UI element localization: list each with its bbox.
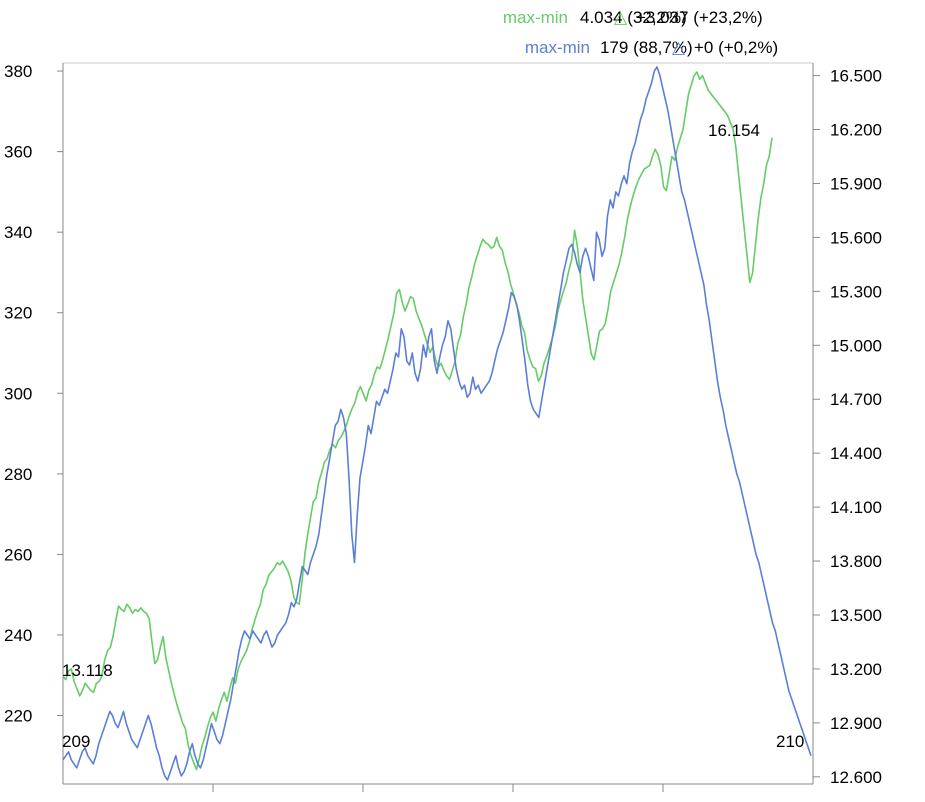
left-tick-label: 360 [4,143,32,162]
left-tick-label: 300 [4,384,32,403]
blue-end-label: 210 [776,732,804,751]
legend-green-value: 4.034 (32,2%) [580,8,687,27]
right-tick-label: 16.500 [830,67,882,86]
green-max-label: 16.154 [708,121,760,140]
legend-blue-delta: +0 (+0,2%) [694,38,778,57]
left-tick-label: 220 [4,707,32,726]
right-tick-label: 15.000 [830,336,882,355]
left-tick-label: 260 [4,545,32,564]
left-tick-label: 280 [4,465,32,484]
legend: max-min 4.034 (32,2%) △ +3.037 (+23,2%) … [503,8,778,57]
axes: 380 360 340 320 300 280 260 240 220 16.500 16.200 1… [4,62,882,792]
legend-green-delta: +3.037 (+23,2%) [636,8,763,27]
right-tick-label: 13.200 [830,660,882,679]
left-tick-label: 340 [4,223,32,242]
right-tick-label: 13.800 [830,552,882,571]
left-tick-label: 240 [4,626,32,645]
left-tick-label: 380 [4,62,32,81]
right-tick-label: 14.700 [830,390,882,409]
right-tick-label: 16.200 [830,121,882,140]
right-tick-label: 14.100 [830,498,882,517]
blue-series-line [62,66,812,781]
right-tick-label: 12.900 [830,714,882,733]
legend-green-delta-icon: △ [614,8,628,27]
right-tick-label: 15.300 [830,282,882,301]
right-tick-label: 15.600 [830,228,882,247]
value-labels: 13.118 16.154 209 210 [62,121,804,751]
right-tick-label: 13.500 [830,606,882,625]
green-start-label: 13.118 [62,661,113,680]
series-blue [62,66,812,781]
legend-green-key: max-min [503,8,568,27]
legend-blue-delta-icon: △ [672,38,686,57]
series-green [62,71,773,771]
green-series-line [62,71,773,771]
left-tick-label: 320 [4,304,32,323]
legend-blue-value: 179 (88,7%) [600,38,693,57]
blue-start-label: 209 [62,732,90,751]
right-tick-label: 12.600 [830,768,882,787]
right-tick-label: 15.900 [830,174,882,193]
right-tick-label: 14.400 [830,444,882,463]
legend-blue-key: max-min [525,38,590,57]
